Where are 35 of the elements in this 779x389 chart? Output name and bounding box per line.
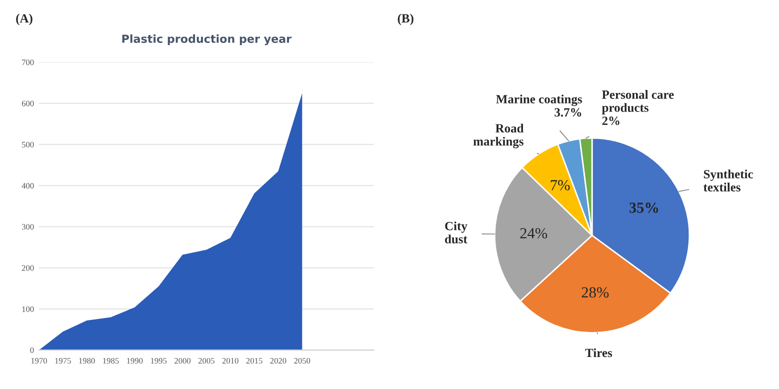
x-tick-label: 2005 xyxy=(198,358,214,364)
slice-label: Tires xyxy=(585,348,612,358)
text: (B) xyxy=(398,14,414,26)
chart-title: Plastic production per year xyxy=(122,34,292,46)
text: (A) xyxy=(16,14,32,26)
y-tick-label: 0 xyxy=(30,347,34,354)
slice-label: Personal care products xyxy=(602,90,674,114)
slice-label: City dust xyxy=(444,221,468,244)
y-tick-label: 300 xyxy=(22,224,34,230)
data-label: 2% xyxy=(602,116,620,126)
data-label: 3.7% xyxy=(554,108,582,117)
y-tick-label: 700 xyxy=(22,60,34,66)
slice-label: Marine coatings xyxy=(496,94,582,106)
data-label: 35% xyxy=(629,202,658,213)
data-label: 24% xyxy=(520,228,548,238)
y-tick-label: 200 xyxy=(22,265,34,271)
y-tick-label: 600 xyxy=(22,100,34,106)
x-tick-label: 1980 xyxy=(79,358,95,364)
y-tick-label: 500 xyxy=(22,142,34,148)
x-tick-label: 1975 xyxy=(55,358,71,364)
x-tick-label: 2000 xyxy=(174,358,191,364)
x-tick-label: 2010 xyxy=(222,358,238,364)
x-tick-label: 1985 xyxy=(103,358,119,364)
y-tick-label: 400 xyxy=(22,182,34,189)
x-tick-label: 1990 xyxy=(127,358,143,364)
x-tick-label: 2020 xyxy=(270,358,286,364)
y-tick-label: 100 xyxy=(22,306,34,312)
x-tick-label: 2050 xyxy=(294,358,310,364)
slice-label: Synthetic textiles xyxy=(703,170,753,192)
data-label: 7% xyxy=(550,180,570,190)
data-label: 28% xyxy=(582,287,609,298)
x-tick-label: 1995 xyxy=(150,358,167,364)
x-tick-label: 1970 xyxy=(31,358,47,364)
x-tick-label: 2015 xyxy=(246,358,262,364)
slice-label: Road markings xyxy=(473,124,524,148)
